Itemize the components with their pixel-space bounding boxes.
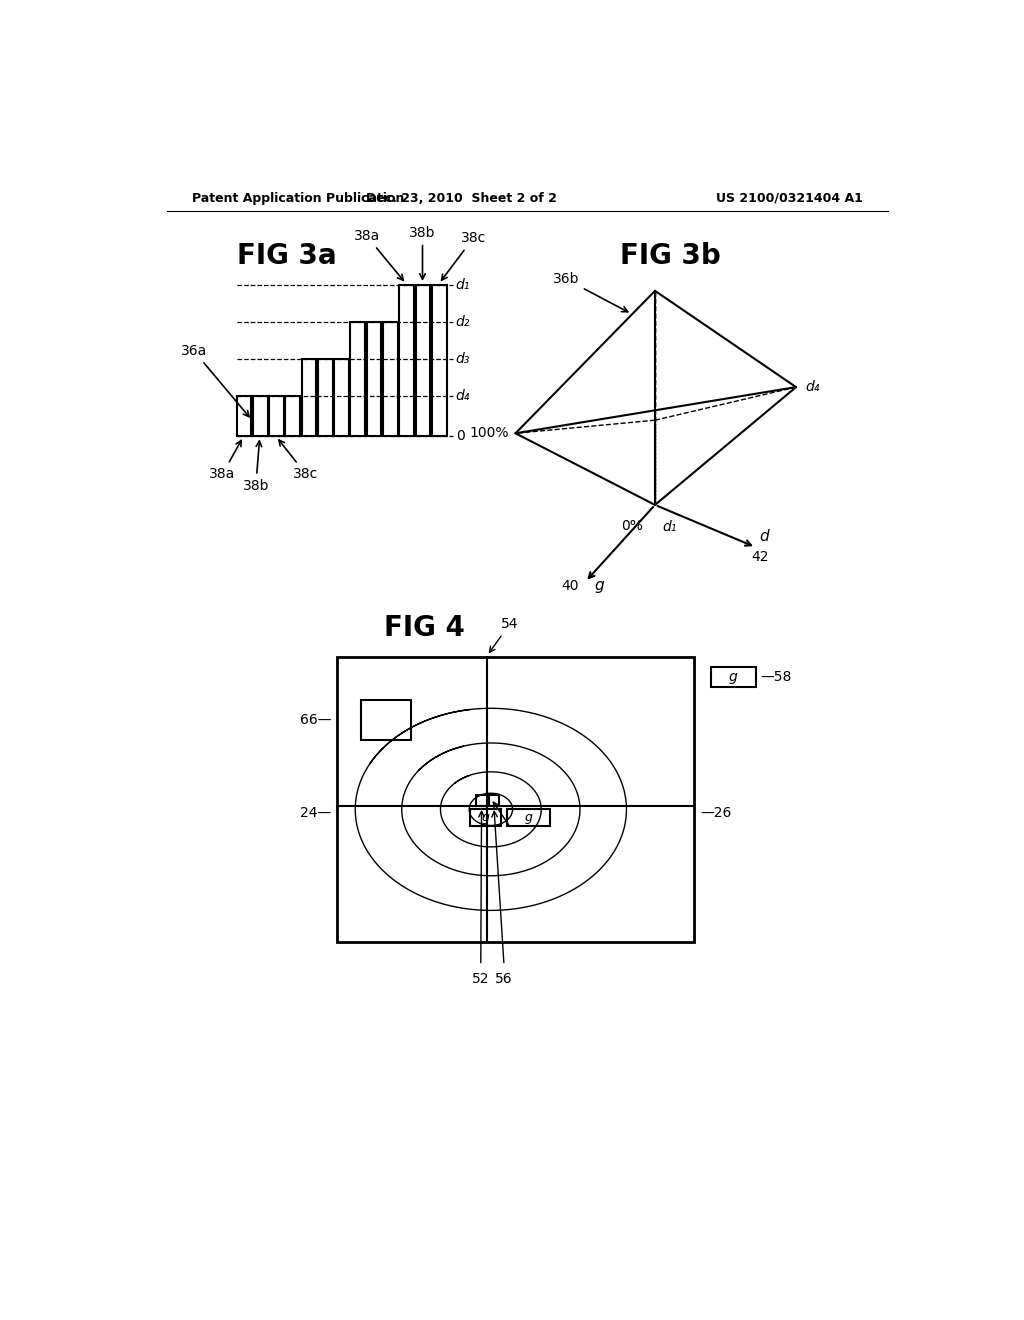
Bar	[367, 322, 381, 436]
Bar	[476, 795, 487, 805]
Text: FIG 3a: FIG 3a	[238, 242, 337, 269]
Bar	[507, 809, 550, 826]
Text: —58: —58	[761, 669, 792, 684]
Bar	[399, 285, 414, 436]
Text: —26: —26	[700, 807, 731, 820]
Text: 36a: 36a	[181, 345, 249, 417]
Text: 40: 40	[561, 578, 579, 593]
Bar	[416, 285, 430, 436]
Text: 0%: 0%	[622, 519, 643, 533]
Text: d₃: d₃	[456, 351, 470, 366]
Bar	[383, 322, 397, 436]
Text: 38a: 38a	[210, 441, 242, 480]
Text: 66—: 66—	[300, 713, 331, 727]
Text: 38b: 38b	[410, 226, 436, 280]
Text: d₂: d₂	[456, 314, 470, 329]
Text: g: g	[729, 669, 737, 684]
Bar	[286, 396, 300, 436]
Text: FIG 3b: FIG 3b	[621, 242, 721, 269]
Text: FIG 4: FIG 4	[384, 614, 465, 643]
Text: 36b: 36b	[553, 272, 628, 312]
Bar	[334, 359, 349, 436]
Bar	[253, 396, 267, 436]
Text: d: d	[760, 529, 769, 544]
Text: d₁: d₁	[456, 277, 470, 292]
Bar	[237, 396, 251, 436]
Text: 24—: 24—	[300, 807, 331, 820]
Text: g: g	[524, 812, 532, 824]
Text: Dec. 23, 2010  Sheet 2 of 2: Dec. 23, 2010 Sheet 2 of 2	[366, 191, 557, 205]
Text: 52: 52	[472, 972, 489, 986]
Text: g: g	[481, 812, 489, 824]
Text: d₁: d₁	[663, 520, 677, 535]
Text: 56: 56	[496, 972, 513, 986]
Text: 38c: 38c	[279, 440, 318, 480]
Bar	[470, 809, 501, 826]
Text: 0: 0	[456, 429, 465, 442]
Text: 42: 42	[751, 550, 768, 564]
Bar	[269, 396, 284, 436]
Text: d₄: d₄	[805, 380, 820, 395]
Bar	[432, 285, 446, 436]
Bar	[488, 795, 500, 805]
Text: 100%: 100%	[470, 426, 509, 441]
Text: g: g	[595, 578, 604, 593]
Text: 54: 54	[489, 618, 518, 652]
Bar	[711, 667, 756, 686]
Text: 38c: 38c	[441, 231, 485, 280]
Bar	[317, 359, 333, 436]
Text: 38a: 38a	[353, 230, 403, 280]
Bar	[337, 657, 693, 942]
Text: US 2100/0321404 A1: US 2100/0321404 A1	[716, 191, 862, 205]
Text: 38b: 38b	[243, 441, 269, 492]
Text: Patent Application Publication: Patent Application Publication	[191, 191, 403, 205]
Bar	[360, 700, 411, 739]
Bar	[350, 322, 366, 436]
Bar	[302, 359, 316, 436]
Text: d₄: d₄	[456, 388, 470, 403]
